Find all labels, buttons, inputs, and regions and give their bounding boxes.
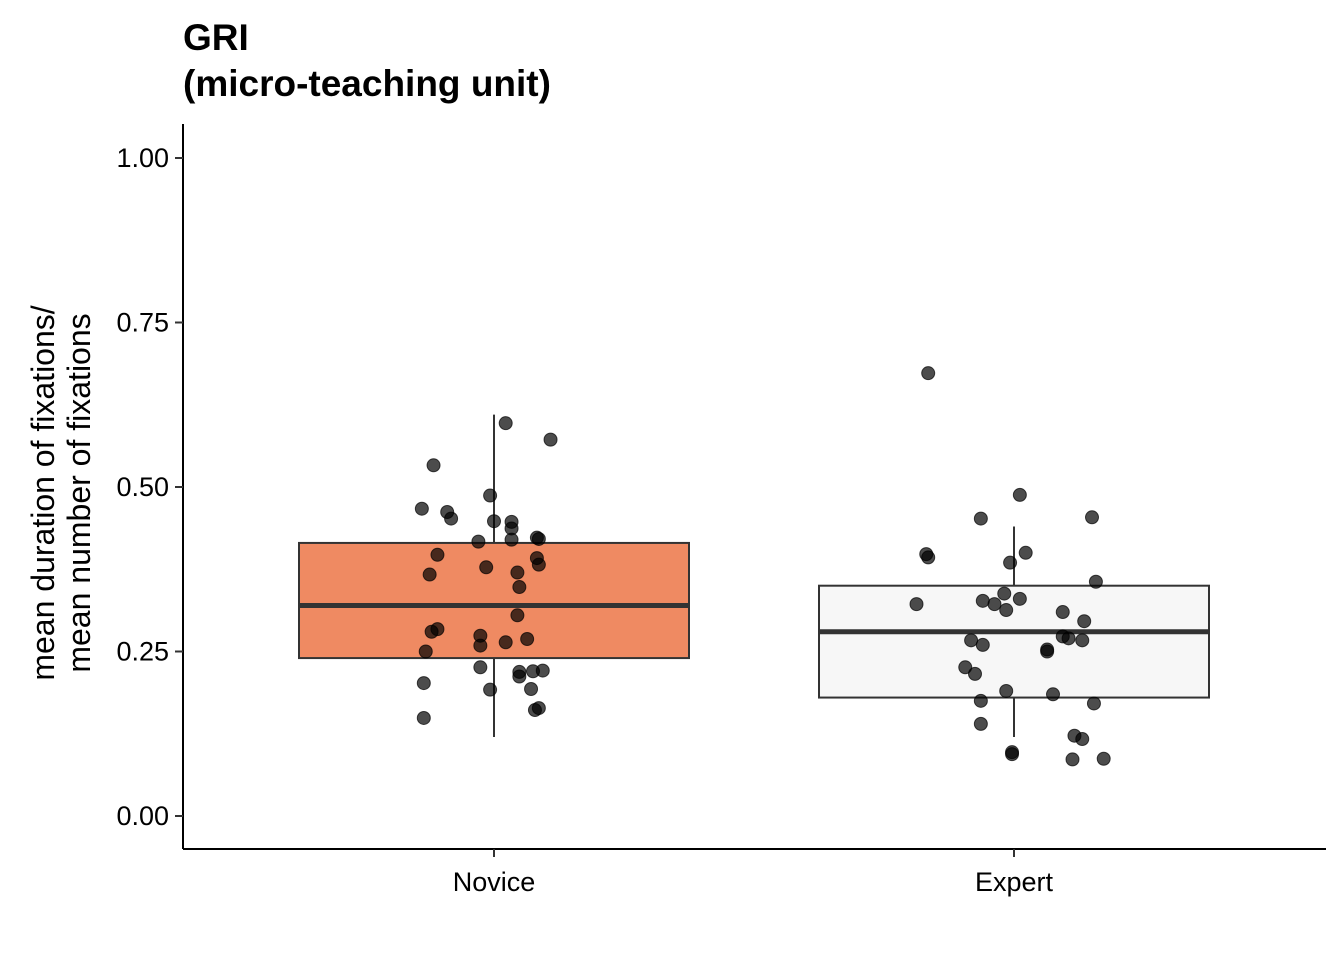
y-axis-label-line-1: mean duration of fixations/ xyxy=(25,305,61,680)
data-point xyxy=(473,660,488,675)
data-point xyxy=(471,534,486,549)
data-point xyxy=(987,597,1002,612)
data-point xyxy=(430,547,445,562)
data-point xyxy=(973,716,988,731)
data-point xyxy=(921,550,936,565)
data-point xyxy=(498,416,513,431)
box-group-novice xyxy=(298,414,690,738)
data-point xyxy=(512,580,527,595)
data-point xyxy=(975,637,990,652)
data-point xyxy=(1003,555,1018,570)
data-point xyxy=(909,597,924,612)
data-point xyxy=(973,693,988,708)
data-point xyxy=(426,458,441,473)
data-point xyxy=(973,511,988,526)
data-point xyxy=(1075,633,1090,648)
data-point xyxy=(414,501,429,516)
data-point xyxy=(921,366,936,381)
data-point xyxy=(1018,545,1033,560)
data-point xyxy=(1012,487,1027,502)
data-point xyxy=(1086,696,1101,711)
data-point xyxy=(1061,631,1076,646)
data-point xyxy=(1096,751,1111,766)
box-iqr xyxy=(298,541,690,660)
data-point xyxy=(958,660,973,675)
data-point xyxy=(1046,687,1060,702)
y-tick-label: 0.50 xyxy=(116,472,169,502)
data-point xyxy=(1065,752,1080,767)
data-point xyxy=(510,565,525,580)
data-point xyxy=(520,631,535,646)
data-point xyxy=(422,567,437,582)
data-point xyxy=(968,666,982,681)
data-point xyxy=(1040,644,1055,659)
x-tick-label: Expert xyxy=(975,867,1054,897)
box-iqr xyxy=(818,584,1210,699)
y-tick-label: 0.75 xyxy=(116,308,169,338)
data-point xyxy=(416,710,431,725)
data-point xyxy=(999,683,1014,698)
data-point xyxy=(999,603,1014,618)
data-point xyxy=(479,560,494,575)
data-point xyxy=(1077,614,1092,629)
data-point xyxy=(444,511,459,526)
data-point xyxy=(473,638,488,653)
data-point xyxy=(531,557,546,572)
data-point xyxy=(424,624,439,639)
data-point xyxy=(418,644,433,659)
y-axis-label: mean duration of fixations/ mean number … xyxy=(25,305,97,680)
data-point xyxy=(543,432,558,447)
data-point xyxy=(1012,591,1027,606)
data-point xyxy=(487,514,501,529)
x-tick-label: Novice xyxy=(453,867,536,897)
data-point xyxy=(512,669,527,684)
data-point xyxy=(504,532,519,547)
data-point xyxy=(997,586,1012,601)
box-group-expert xyxy=(818,526,1210,738)
data-point xyxy=(535,663,550,678)
data-point xyxy=(483,682,498,697)
chart-title-line-2: (micro-teaching unit) xyxy=(183,63,551,104)
plot-area: 0.00 0.25 0.50 0.75 1.00 Novice Expert xyxy=(116,124,1326,897)
data-point xyxy=(964,633,979,648)
data-point xyxy=(524,682,539,697)
data-point xyxy=(1075,732,1090,747)
data-point xyxy=(483,488,498,503)
data-point xyxy=(498,635,513,650)
data-point xyxy=(975,593,990,608)
data-point xyxy=(1085,510,1099,525)
data-point xyxy=(510,608,525,623)
data-point xyxy=(1005,747,1020,762)
y-tick-label: 0.00 xyxy=(116,801,169,831)
data-point xyxy=(1055,605,1070,620)
y-axis-label-line-2: mean number of fixations xyxy=(61,313,97,672)
data-point xyxy=(531,701,546,716)
y-tick-label: 1.00 xyxy=(116,143,169,173)
data-point xyxy=(416,676,431,691)
y-tick-label: 0.25 xyxy=(116,637,169,667)
data-point xyxy=(531,531,546,546)
data-point xyxy=(1088,574,1103,589)
chart-title-line-1: GRI xyxy=(183,17,249,58)
